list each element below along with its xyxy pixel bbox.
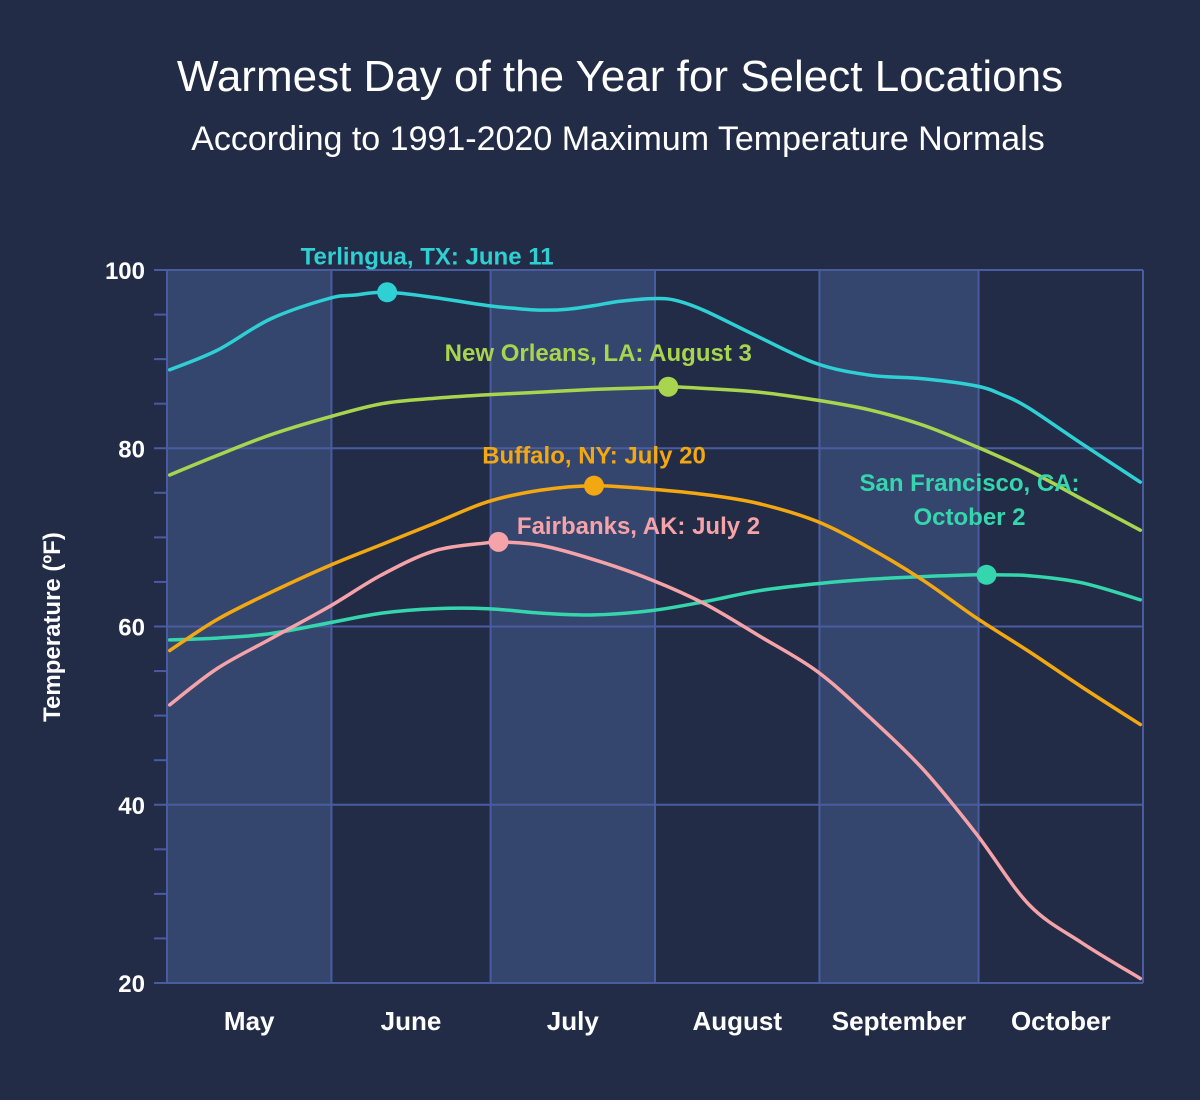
y-axis-label: Temperature (ºF) <box>39 532 66 722</box>
x-tick-label-august: August <box>692 1006 782 1036</box>
x-tick-label-may: May <box>224 1006 275 1036</box>
y-tick-label: 60 <box>118 615 145 642</box>
peak-label-new-orleans-la: New Orleans, LA: August 3 <box>445 340 752 367</box>
chart-title: Warmest Day of the Year for Select Locat… <box>176 52 1064 101</box>
peak-label-san-francisco-ca: San Francisco, CA: <box>859 470 1079 497</box>
peak-label-fairbanks-ak: Fairbanks, AK: July 2 <box>517 513 760 540</box>
peak-marker-buffalo-ny <box>584 475 604 496</box>
series-line-terlingua-tx <box>167 290 1143 484</box>
y-tick-label: 20 <box>118 971 145 998</box>
peak-label-san-francisco-ca: October 2 <box>914 504 1026 531</box>
peak-marker-new-orleans-la <box>658 376 679 397</box>
y-tick-label: 80 <box>118 436 145 463</box>
series-line-buffalo-ny <box>167 483 1143 727</box>
peak-label-terlingua-tx: Terlingua, TX: June 11 <box>301 243 554 270</box>
y-tick-label: 100 <box>105 258 145 285</box>
x-tick-label-september: September <box>832 1006 966 1036</box>
x-tick-label-july: July <box>547 1006 600 1036</box>
peak-label-buffalo-ny: Buffalo, NY: July 20 <box>482 443 706 470</box>
y-tick-label: 40 <box>118 793 145 820</box>
x-tick-label-october: October <box>1011 1006 1111 1036</box>
peak-marker-fairbanks-ak <box>488 531 509 552</box>
series-line-fairbanks-ak <box>167 539 1143 981</box>
peak-marker-terlingua-tx <box>377 282 398 303</box>
x-tick-label-june: June <box>381 1006 442 1036</box>
peak-marker-san-francisco-ca <box>976 564 997 585</box>
chart-subtitle: According to 1991-2020 Maximum Temperatu… <box>191 120 1045 158</box>
